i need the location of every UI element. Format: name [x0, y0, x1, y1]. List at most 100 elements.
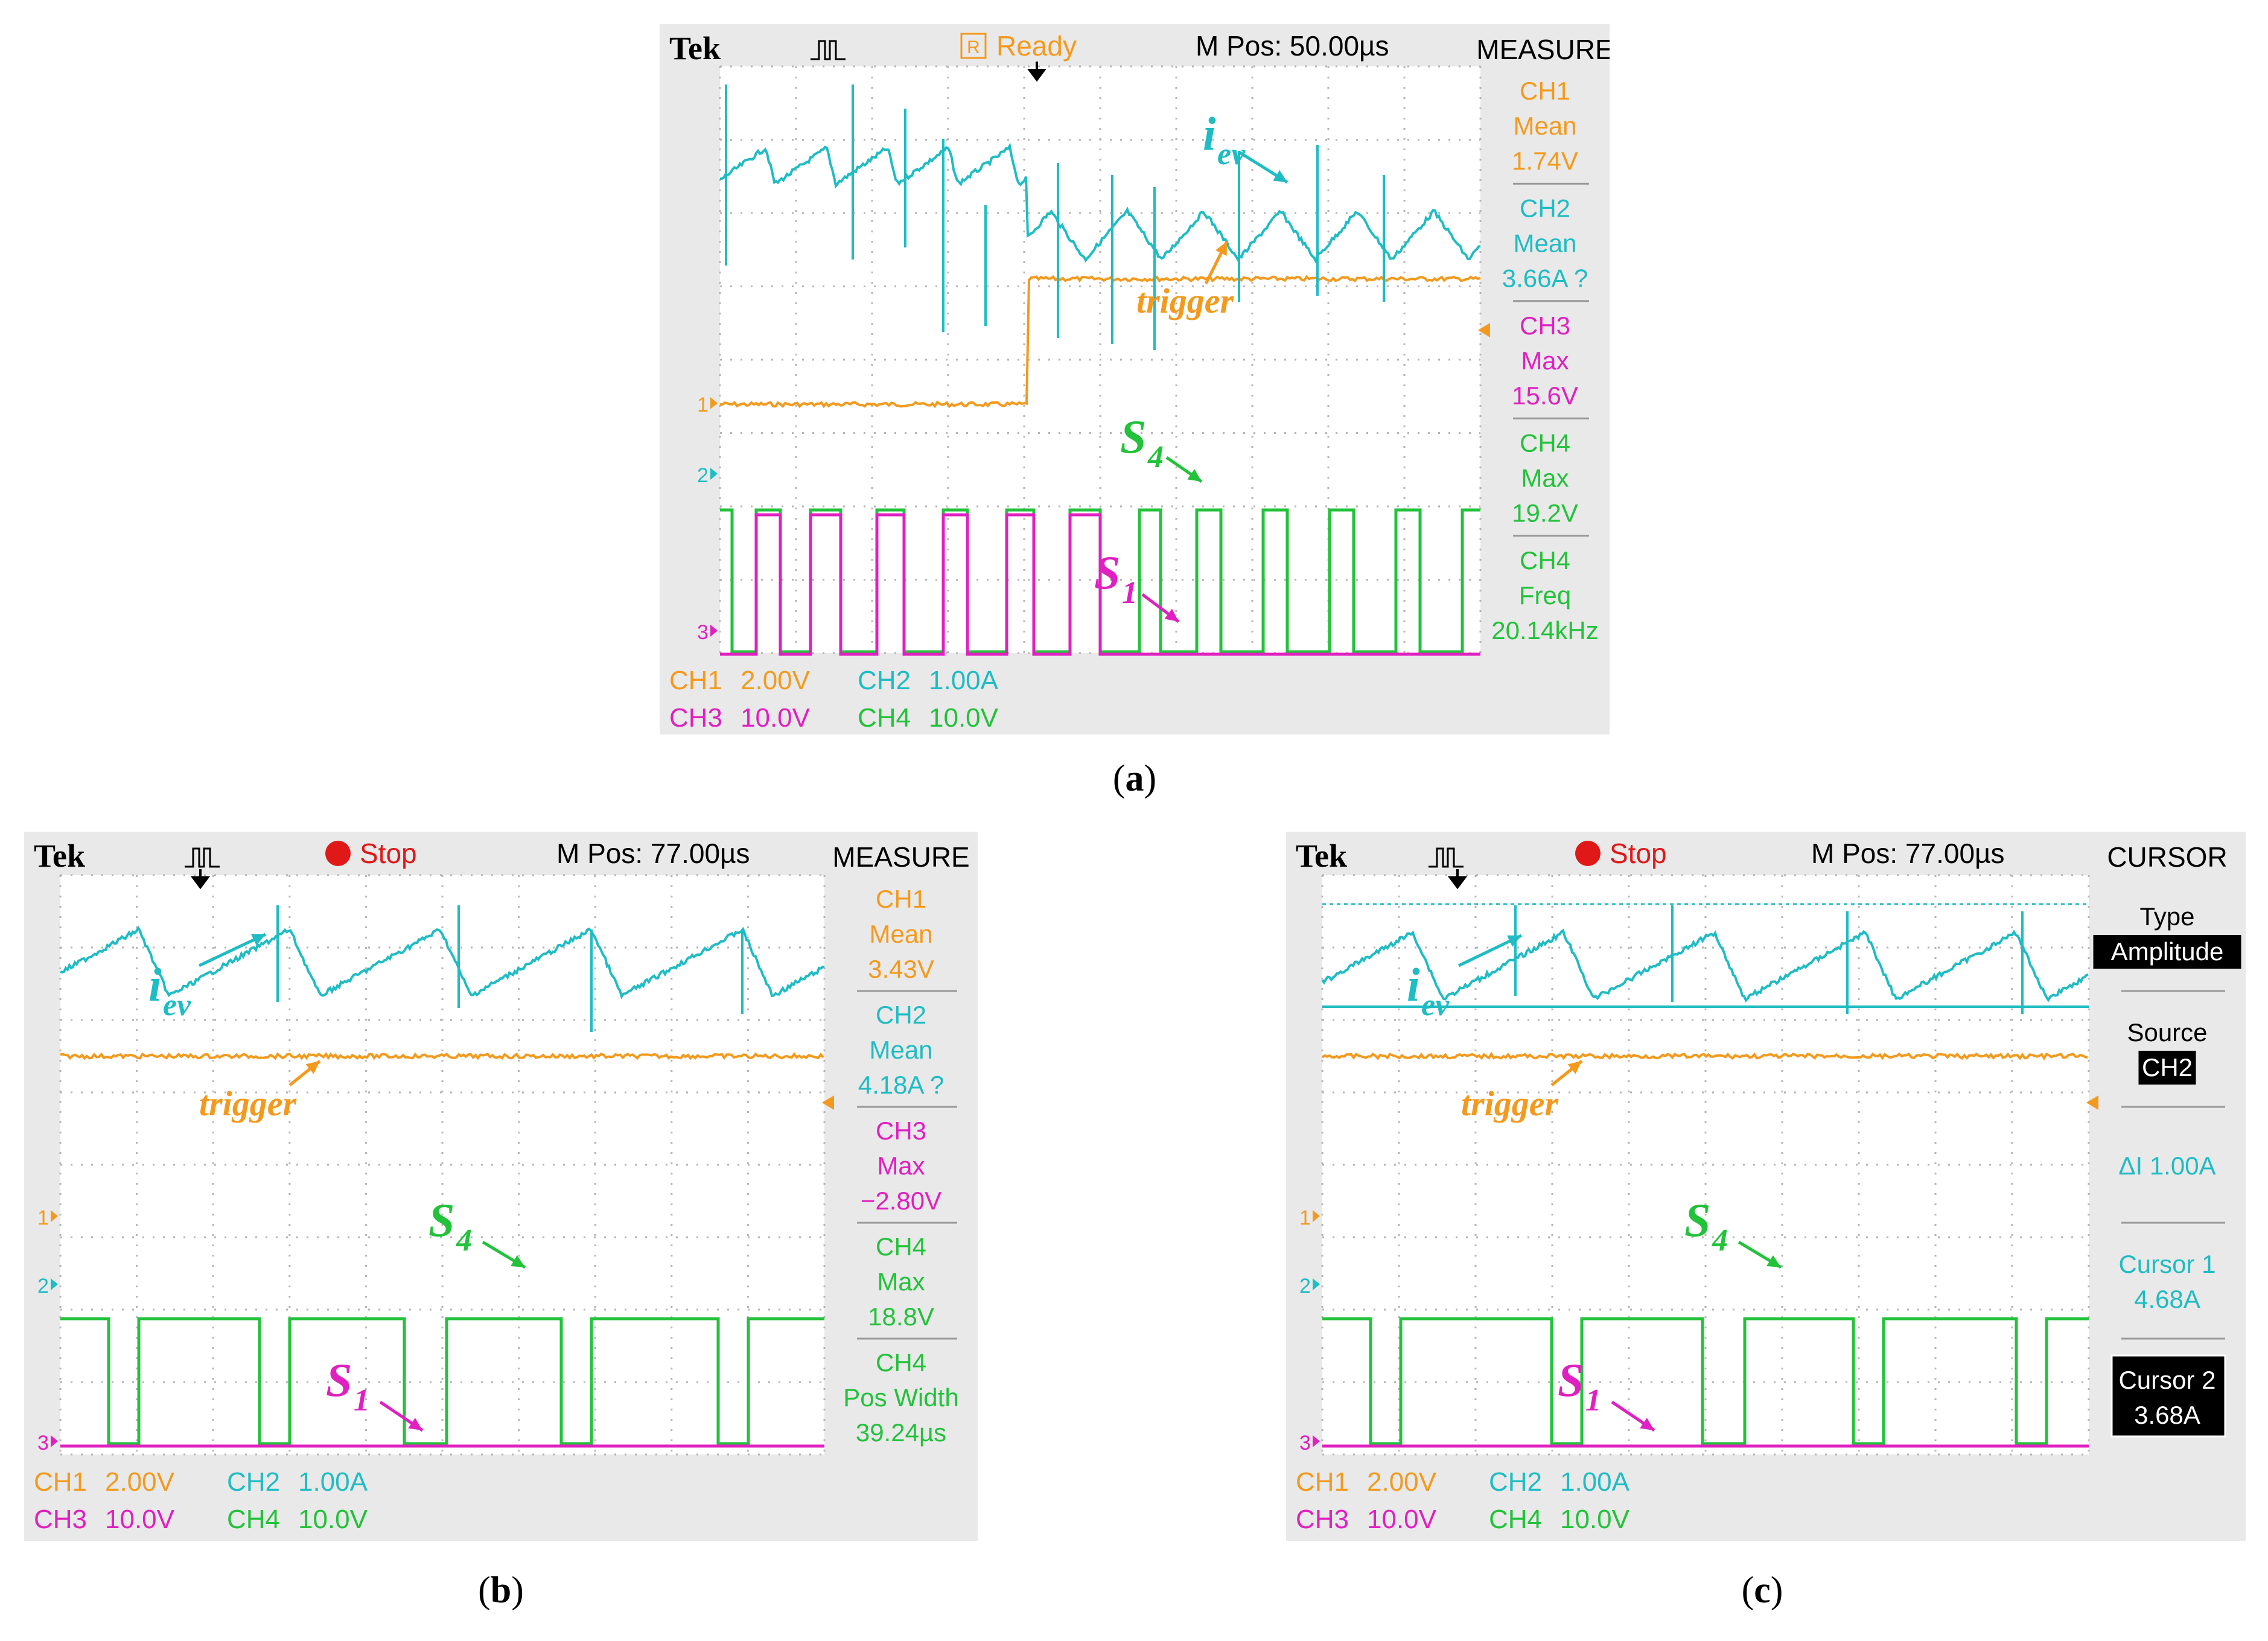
caption-c: (c): [1741, 1570, 1783, 1611]
status-text: Stop: [360, 838, 417, 869]
menu-item-text: Mean: [869, 1036, 932, 1064]
label-iev-arrow-icon: [1507, 935, 1521, 947]
menu-item-text: 18.8V: [868, 1302, 934, 1331]
menu-item-text: CH2: [1520, 194, 1570, 223]
scope-panel-a: Tek R Ready M Pos: 50.00µs MEASURE CH1 Mean 1.7…: [660, 24, 1610, 734]
menu-item-text: Mean: [1513, 229, 1576, 258]
trigger-level-arrow-icon: [2086, 1095, 2098, 1110]
scope-panel-c: Tek Stop M Pos: 77.00µs CURSOR Type Amplitude…: [1286, 832, 2246, 1541]
channel-scale-ch3: 10.0V: [1367, 1505, 1437, 1534]
trigger-pulse-icon: [1429, 847, 1464, 868]
channel-name-ch3: CH3: [669, 703, 722, 733]
menu-item-text: Cursor 2: [2118, 1366, 2215, 1394]
channel-name-ch4: CH4: [1489, 1505, 1542, 1534]
label-s1: S: [326, 1354, 352, 1406]
ch2-current-trace: [1321, 928, 2089, 1003]
menu-item-text: 3.68A: [2134, 1401, 2200, 1429]
label-iev-arrow-icon: [1273, 170, 1287, 182]
menu-item-text: 19.2V: [1512, 499, 1578, 527]
ch3-ground-marker: 3: [1299, 1432, 1311, 1455]
channel-name-ch2: CH2: [1489, 1467, 1542, 1497]
channel-name-ch3: CH3: [1296, 1505, 1349, 1534]
menu-item-text: Max: [877, 1152, 925, 1180]
ch2-ground-marker: 2: [1299, 1275, 1311, 1298]
menu-item-text: CH1: [1520, 77, 1570, 105]
menu-item-text: CH1: [876, 885, 926, 913]
label-s4: S: [1120, 410, 1146, 463]
ch1-ground-marker-arrow-icon: [1313, 1210, 1320, 1222]
label-s4-arrow-icon: [1766, 1255, 1781, 1267]
waveforms: [719, 84, 1481, 656]
stop-indicator-icon: [325, 841, 351, 866]
oscilloscope-screen-c: Tek Stop M Pos: 77.00µs CURSOR Type Amplitude…: [1286, 832, 2246, 1541]
trigger-level-arrow-icon: [822, 1095, 834, 1110]
menu-value: Amplitude: [2111, 937, 2224, 966]
ch2-ground-marker: 2: [37, 1275, 49, 1298]
menu-item-text: CH3: [1520, 311, 1570, 340]
menu-item-text: Mean: [1513, 112, 1576, 140]
label-s4: S: [1684, 1194, 1710, 1246]
menu-item-text: CH4: [876, 1348, 926, 1377]
ch3-ground-marker: 3: [697, 621, 709, 644]
menu-item-text: 39.24µs: [856, 1418, 946, 1447]
label-s1-subscript: 1: [1122, 576, 1138, 610]
ch2-current-trace: [60, 925, 825, 999]
label-s1-arrow-icon: [1164, 608, 1179, 622]
menu-item-text: 3.66A ?: [1502, 264, 1588, 293]
oscilloscope-screen-a: Tek R Ready M Pos: 50.00µs MEASURE CH1 Mean 1.7…: [660, 24, 1610, 734]
brand-label: Tek: [34, 838, 85, 874]
label-trigger: trigger: [1461, 1084, 1559, 1123]
channel-scale-ch3: 10.0V: [105, 1505, 175, 1534]
ch2-ground-marker-arrow-icon: [1313, 1278, 1320, 1290]
ch3-ground-marker-arrow-icon: [51, 1435, 58, 1447]
label-iev: i: [1203, 107, 1216, 160]
channel-name-ch1: CH1: [669, 666, 722, 695]
stop-indicator-icon: [1575, 841, 1601, 866]
waveforms: [60, 905, 825, 1448]
menu-item-text: CH3: [876, 1117, 926, 1145]
menu-item-text: Cursor 1: [2118, 1250, 2215, 1278]
channel-scale-ch4: 10.0V: [1560, 1505, 1630, 1534]
label-s1: S: [1558, 1354, 1584, 1406]
waveforms: [1321, 903, 2089, 1448]
ch4-s4-trace: [60, 1317, 824, 1445]
channel-scale-ch1: 2.00V: [741, 666, 811, 695]
menu-item-text: Mean: [869, 920, 932, 948]
menu-item-text: CH4: [876, 1232, 926, 1261]
label-trigger: trigger: [199, 1084, 297, 1123]
menu-item-text: 4.68A: [2134, 1285, 2200, 1313]
trigger-position-arrow-icon: [1027, 62, 1046, 82]
channel-scale-ch2: 1.00A: [298, 1467, 368, 1497]
menu-item-text: CH2: [876, 1001, 926, 1029]
label-iev-subscript: ev: [163, 988, 191, 1022]
channel-name-ch4: CH4: [227, 1505, 280, 1534]
trigger-position-arrow-icon: [191, 869, 210, 890]
ch2-ground-marker: 2: [697, 464, 709, 487]
menu-item-text: Max: [1521, 346, 1569, 375]
menu-selected-box: [2110, 1354, 2226, 1438]
label-iev-subscript: ev: [1421, 988, 1450, 1022]
channel-name-ch1: CH1: [34, 1467, 87, 1497]
channel-name-ch4: CH4: [858, 703, 911, 733]
menu-item-text: Max: [1521, 464, 1569, 492]
graticule: [59, 874, 826, 1456]
menu-item-text: Type: [2139, 902, 2194, 931]
brand-label: Tek: [1296, 838, 1347, 874]
channel-scale-ch3: 10.0V: [741, 703, 811, 733]
channel-scale-ch2: 1.00A: [929, 666, 999, 695]
channel-name-ch1: CH1: [1296, 1467, 1349, 1497]
menu-item-text: −2.80V: [861, 1187, 941, 1215]
ch3-ground-marker-arrow-icon: [710, 625, 718, 637]
menu-item-text: 20.14kHz: [1491, 616, 1598, 645]
ch1-ground-marker: 1: [697, 394, 709, 416]
menu-item-text: 1.74V: [1512, 147, 1578, 175]
ch1-trigger-trace: [719, 275, 1481, 409]
label-s4: S: [428, 1194, 454, 1246]
label-trigger-arrow-icon: [1215, 241, 1227, 256]
brand-label: Tek: [669, 30, 721, 66]
ch1-trigger-trace: [1321, 1051, 2088, 1061]
oscilloscope-screen-b: Tek Stop M Pos: 77.00µs MEASURE CH1 Mean 3.43V…: [24, 832, 978, 1541]
menu-item-text: Max: [877, 1267, 925, 1296]
menu-item-text: Freq: [1519, 581, 1571, 610]
menu-item-text: Source: [2127, 1018, 2207, 1047]
